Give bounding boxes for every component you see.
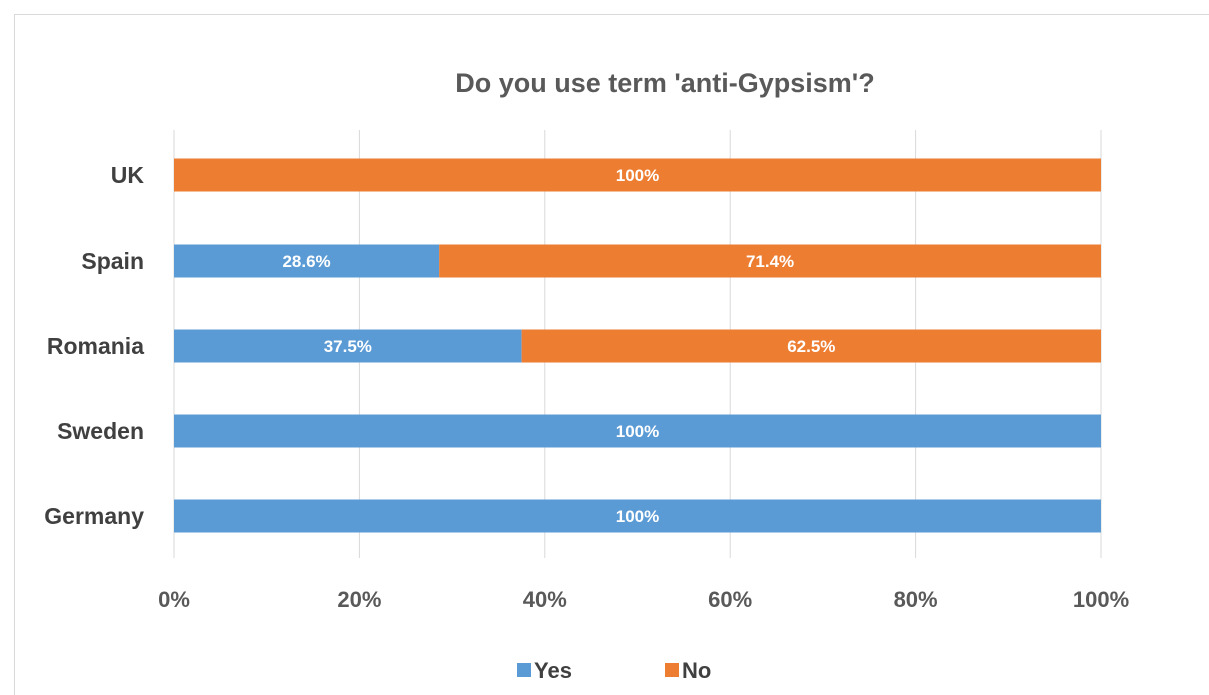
x-tick-label: 20% — [337, 587, 381, 612]
bar-segments: 100% 28.6% 71.4% 37.5% 62.5% 100% 100% — [174, 158, 1101, 533]
x-tick-label: 0% — [158, 587, 190, 612]
data-label: 62.5% — [787, 337, 835, 356]
legend-swatch-yes — [517, 663, 531, 677]
x-axis-ticks: 0% 20% 40% 60% 80% 100% — [158, 587, 1129, 612]
x-tick-label: 100% — [1073, 587, 1129, 612]
chart-title: Do you use term 'anti-Gypsism'? — [455, 68, 874, 98]
legend-swatch-no — [665, 663, 679, 677]
bar-segment-yes-romania — [174, 329, 522, 363]
bar-segment-no-uk — [174, 158, 1101, 192]
bar-segment-no-romania — [521, 329, 1101, 363]
x-tick-label: 40% — [523, 587, 567, 612]
legend-label-yes: Yes — [534, 658, 572, 683]
x-tick-label: 60% — [708, 587, 752, 612]
data-label: 28.6% — [282, 252, 330, 271]
legend: Yes No — [517, 658, 711, 683]
chart-frame — [14, 14, 1209, 695]
category-label: UK — [111, 162, 145, 188]
bar-segment-yes-sweden — [174, 414, 1101, 448]
category-label: Spain — [81, 248, 144, 274]
data-label: 71.4% — [746, 252, 794, 271]
category-labels: UK Spain Romania Sweden Germany — [44, 162, 144, 529]
category-label: Romania — [47, 333, 144, 359]
data-label: 100% — [616, 166, 659, 185]
data-label: 37.5% — [324, 337, 372, 356]
bar-segment-yes-spain — [174, 244, 440, 278]
bar-segment-no-spain — [439, 244, 1101, 278]
category-label: Germany — [44, 503, 144, 529]
data-label: 100% — [616, 507, 659, 526]
data-label: 100% — [616, 422, 659, 441]
bar-segment-yes-germany — [174, 499, 1101, 533]
x-tick-label: 80% — [894, 587, 938, 612]
legend-label-no: No — [682, 658, 711, 683]
category-label: Sweden — [57, 418, 144, 444]
